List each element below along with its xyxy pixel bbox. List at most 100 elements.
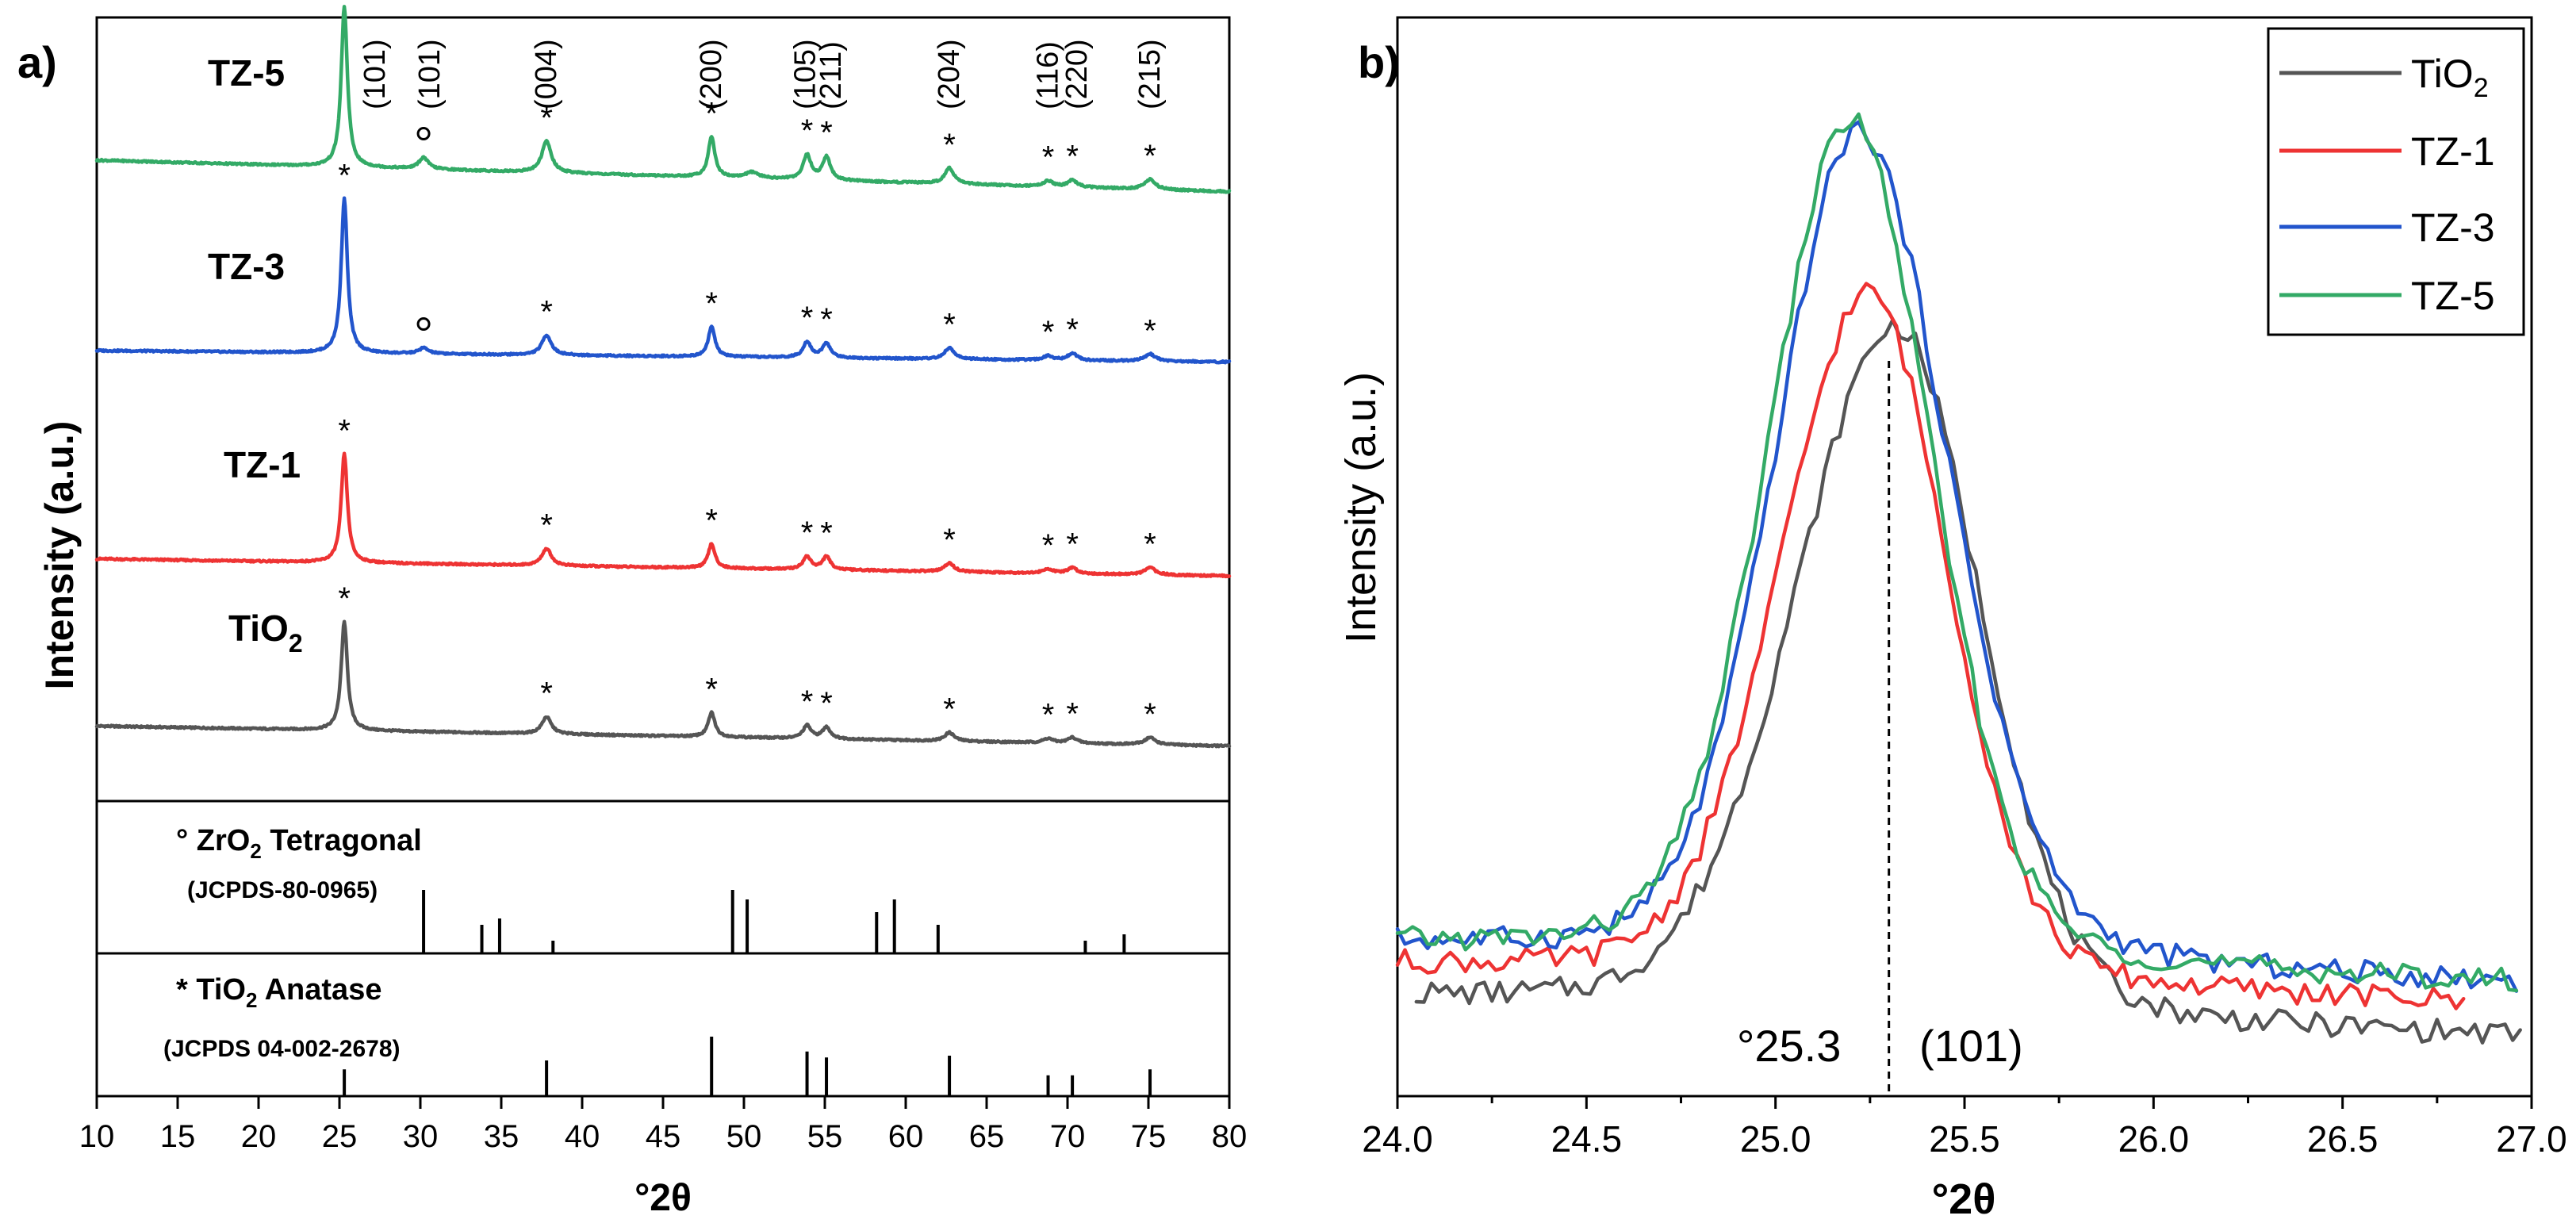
panel-a-y-axis-label: Intensity (a.u.)	[37, 421, 82, 690]
anatase-star-marker: *	[705, 97, 718, 132]
x-tick-label: 30	[403, 1119, 439, 1154]
panel-a-trace-tz-5	[94, 5, 1232, 194]
anatase-star-marker: *	[1042, 698, 1055, 733]
legend-label-tio2: TiO2	[2411, 52, 2489, 103]
reference-tio2-title-rest: Anatase	[257, 973, 381, 1007]
x-tick-label: 45	[646, 1119, 681, 1154]
x-tick-label: 25.0	[1740, 1118, 1811, 1160]
anatase-star-marker: *	[820, 516, 833, 550]
anatase-star-marker: *	[801, 516, 814, 550]
x-tick-label: 25	[322, 1119, 358, 1154]
anatase-star-marker: *	[338, 0, 351, 2]
reference-tio2-title-main: * TiO	[176, 973, 246, 1007]
anatase-star-marker: *	[1042, 315, 1055, 350]
legend-label-tz1: TZ-1	[2411, 129, 2495, 174]
tetragonal-circle-marker	[416, 126, 431, 140]
reference-tio2-code: (JCPDS 04-002-2678)	[163, 1036, 401, 1062]
miller-index-label: (116)	[1032, 41, 1065, 109]
panel-a-miller-labels: (101) (101) (004) (200) (105)(211) (204) (116)…	[358, 39, 1167, 109]
reference-zro2-title-rest: Tetragonal	[262, 824, 422, 857]
miller-index-label: (215)	[1133, 39, 1167, 109]
panel-b-trace-tz-5	[1395, 112, 2519, 993]
series-label-tz1: TZ-1	[224, 444, 301, 485]
anatase-star-marker: *	[1066, 527, 1079, 562]
anatase-star-marker: *	[820, 116, 833, 151]
panel-b-x-axis-label: °2θ	[1932, 1175, 1996, 1223]
tetragonal-circle-marker	[416, 316, 431, 331]
miller-index-label: (105)	[789, 39, 822, 109]
reference-zro2-title: ° ZrO2 Tetragonal	[176, 824, 422, 863]
miller-index-label: (101)	[413, 39, 447, 109]
x-tick-label: 25.5	[1929, 1118, 2000, 1160]
x-tick-label: 60	[888, 1119, 924, 1154]
anatase-star-marker: *	[820, 302, 833, 337]
panel-b-trace-tz-1	[1395, 282, 2466, 1010]
anatase-star-marker: *	[540, 677, 553, 711]
panel-a-markers: * * * * * * * * * * * * * * * * * * * * * * * * * * * * * * * * * * * *	[338, 0, 1156, 733]
reference-zro2-title-main: ° ZrO	[176, 824, 250, 857]
anatase-star-marker: *	[1144, 527, 1156, 562]
anatase-star-marker: *	[705, 286, 718, 321]
anatase-star-marker: *	[1066, 313, 1079, 347]
x-tick-label: 75	[1131, 1119, 1167, 1154]
x-tick-label: 15	[160, 1119, 196, 1154]
panel-a-traces	[94, 5, 1232, 749]
x-tick-label: 24.0	[1362, 1118, 1433, 1160]
miller-index-label: (211)	[815, 41, 848, 109]
x-tick-label: 24.5	[1551, 1118, 1623, 1160]
anatase-star-marker: *	[705, 672, 718, 707]
anatase-star-marker: *	[943, 523, 956, 558]
legend-label-tz5: TZ-5	[2411, 274, 2495, 318]
reference-zro2-bars	[422, 890, 1126, 953]
x-tick-label: 80	[1212, 1119, 1248, 1154]
anatase-star-marker: *	[338, 159, 351, 194]
anatase-star-marker: *	[801, 684, 814, 719]
legend-label-tio2-sub: 2	[2474, 73, 2489, 103]
x-tick-label: 27.0	[2496, 1118, 2567, 1160]
x-tick-label: 10	[79, 1119, 115, 1154]
panel-a-trace-tz-3	[94, 196, 1232, 365]
series-label-tio2: TiO2	[228, 608, 303, 658]
x-tick-label: 26.5	[2307, 1118, 2379, 1160]
anatase-star-marker: *	[1066, 140, 1079, 174]
peak-position-label: °25.3	[1737, 1021, 1841, 1071]
anatase-star-marker: *	[1042, 140, 1055, 174]
legend-box	[2267, 27, 2525, 336]
series-label-tz3: TZ-3	[208, 246, 285, 287]
series-label-tio2-sub: 2	[289, 629, 303, 658]
panel-a-trace-tz-1	[94, 451, 1232, 579]
miller-index-label: (204)	[933, 39, 966, 109]
anatase-star-marker: *	[1066, 697, 1079, 732]
legend-label-tio2-main: TiO	[2411, 52, 2474, 96]
anatase-star-marker: *	[338, 413, 351, 448]
panel-b-trace-tio2	[1414, 318, 2522, 1045]
x-tick-label: 40	[565, 1119, 600, 1154]
panel-a-frame	[95, 16, 1231, 1098]
x-tick-label: 55	[807, 1119, 843, 1154]
panel-b-traces	[1395, 112, 2522, 1045]
anatase-star-marker: *	[540, 101, 553, 136]
legend-label-tz3: TZ-3	[2411, 205, 2495, 250]
reference-tio2-title-sub: 2	[246, 988, 257, 1012]
panel-b-trace-tz-3	[1395, 120, 2519, 993]
miller-index-label: (101)	[358, 39, 392, 109]
series-label-tz5: TZ-5	[208, 52, 285, 94]
panel-b-y-axis-label: Intensity (a.u.)	[1337, 372, 1385, 643]
x-tick-label: 50	[726, 1119, 762, 1154]
panel-a-x-axis-label: °2θ	[634, 1177, 692, 1219]
anatase-star-marker: *	[540, 508, 553, 543]
reference-zro2-code: (JCPDS-80-0965)	[187, 877, 378, 903]
anatase-star-marker: *	[943, 128, 956, 163]
panel-a-x-ticks: 10 15 20 25 30 35 40 45 50 55 60 65 70 75 80	[79, 1096, 1248, 1154]
miller-index-label: (220)	[1060, 39, 1094, 109]
x-tick-label: 20	[241, 1119, 277, 1154]
panel-a-label: a)	[17, 37, 57, 87]
legend: TiO2 TZ-1 TZ-3 TZ-5	[2267, 27, 2525, 336]
reference-zro2-title-sub: 2	[250, 839, 261, 863]
anatase-star-marker: *	[540, 294, 553, 329]
panel-b-x-ticks: 24.0 24.5 25.0 25.5 26.0 26.5 27.0	[1362, 1096, 2567, 1160]
anatase-star-marker: *	[943, 307, 956, 342]
anatase-star-marker: *	[801, 113, 814, 148]
reference-tio2-bars	[343, 1037, 1152, 1096]
